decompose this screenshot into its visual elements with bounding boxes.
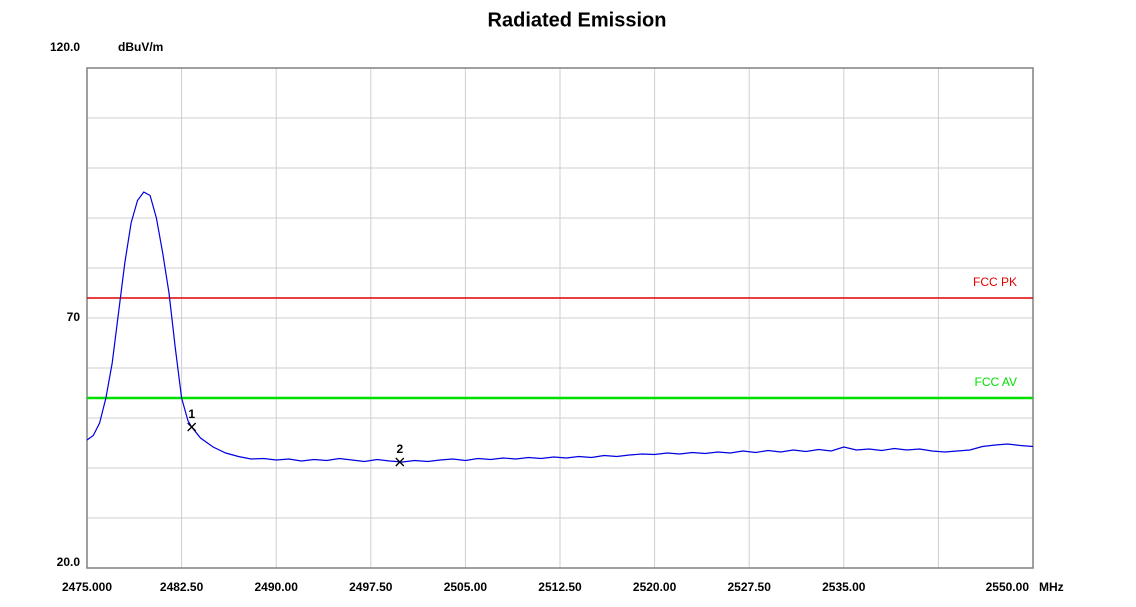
y-tick-label: 120.0 [50,40,80,54]
x-tick-label: 2550.00 [986,580,1030,594]
plot-frame [86,67,1034,569]
y-tick-label: 20.0 [57,555,81,569]
marker-label: 1 [188,407,195,421]
marker-label: 2 [396,442,403,456]
x-tick-label: 2490.00 [255,580,299,594]
x-tick-label: 2535.00 [822,580,866,594]
x-tick-label: 2512.50 [538,580,582,594]
x-tick-label: 2520.00 [633,580,677,594]
y-tick-label: 70 [67,310,81,324]
x-tick-label: 2497.50 [349,580,393,594]
y-unit: dBuV/m [118,40,163,54]
marker [187,422,197,432]
x-tick-label: 2482.50 [160,580,204,594]
x-tick-label: 2505.00 [444,580,488,594]
marker [395,457,405,467]
limit-label: FCC PK [973,275,1017,289]
x-unit: MHz [1039,580,1064,594]
x-tick-label: 2527.50 [728,580,772,594]
chart-title: Radiated Emission [488,9,667,31]
trace-line [86,191,1034,463]
limit-label: FCC AV [975,375,1017,389]
x-tick-label: 2475.000 [62,580,112,594]
